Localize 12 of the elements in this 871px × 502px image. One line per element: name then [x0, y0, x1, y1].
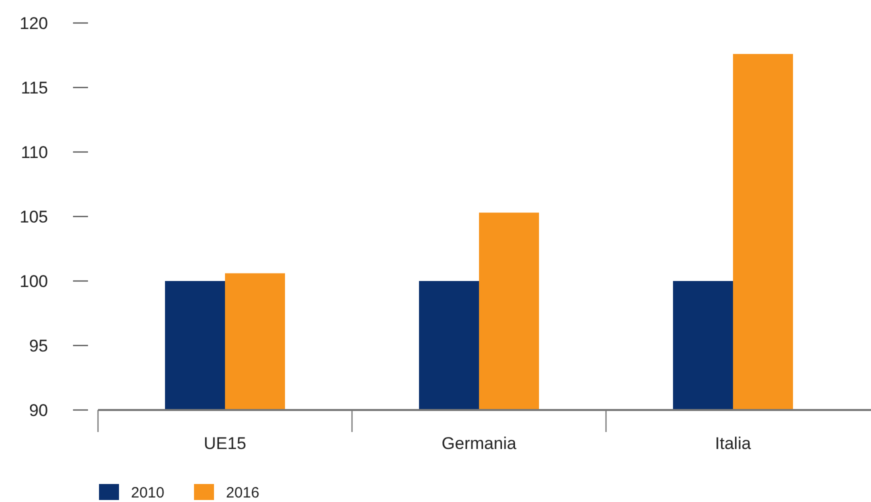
y-tick-label: 100 [20, 272, 48, 291]
y-tick-label: 110 [20, 142, 48, 162]
legend-label: 2016 [226, 484, 260, 502]
x-tick-label: Germania [442, 434, 517, 453]
x-tick-label: UE15 [204, 434, 246, 453]
y-tick-label: 95 [29, 336, 48, 356]
x-tick-label: Italia [715, 434, 752, 453]
y-tick-label: 90 [29, 400, 48, 420]
y-tick-label: 115 [20, 78, 48, 98]
legend-label: 2010 [131, 484, 164, 502]
y-tick-label: 120 [20, 14, 48, 33]
y-tick-label: 105 [20, 207, 48, 226]
